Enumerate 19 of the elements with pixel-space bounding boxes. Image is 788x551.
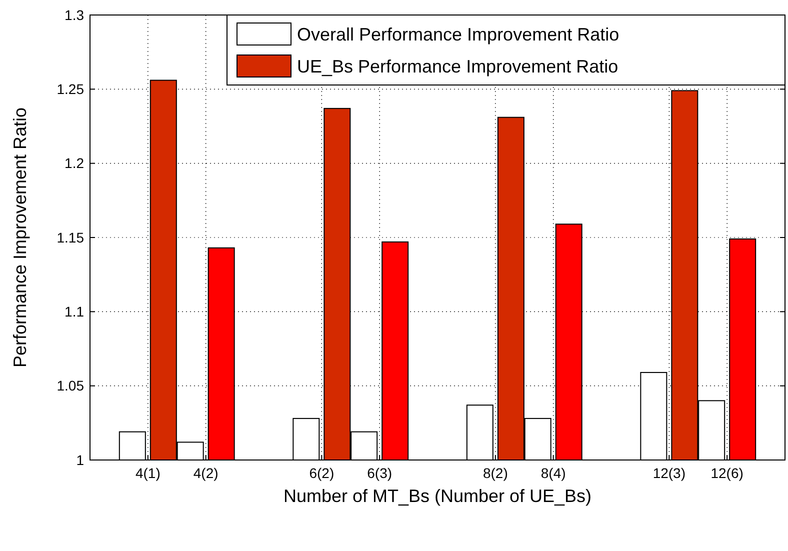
y-tick-label: 1.05 xyxy=(56,378,84,394)
y-tick-label: 1.2 xyxy=(64,155,84,172)
x-tick-label: 6(2) xyxy=(309,465,334,481)
y-tick-label: 1 xyxy=(76,452,84,468)
legend-label: Overall Performance Improvement Ratio xyxy=(297,24,620,44)
x-tick-label: 6(3) xyxy=(367,465,392,481)
y-tick-label: 1.3 xyxy=(64,6,84,23)
x-tick-label: 12(3) xyxy=(652,465,686,481)
y-tick-label: 1.25 xyxy=(56,81,84,98)
x-tick-label: 12(6) xyxy=(710,465,744,481)
x-axis-title: Number of MT_Bs (Number of UE_Bs) xyxy=(283,486,592,506)
y-tick-label: 1.15 xyxy=(56,229,84,246)
x-tick-label: 4(1) xyxy=(135,465,160,481)
x-tick-label: 8(2) xyxy=(482,465,508,481)
x-tick-label: 4(2) xyxy=(193,465,218,481)
x-tick-label: 8(4) xyxy=(540,465,566,481)
y-tick-label: 1.1 xyxy=(64,304,84,320)
legend-label: UE_Bs Performance Improvement Ratio xyxy=(297,56,618,76)
y-axis-title: Performance Improvement Ratio xyxy=(10,107,30,368)
